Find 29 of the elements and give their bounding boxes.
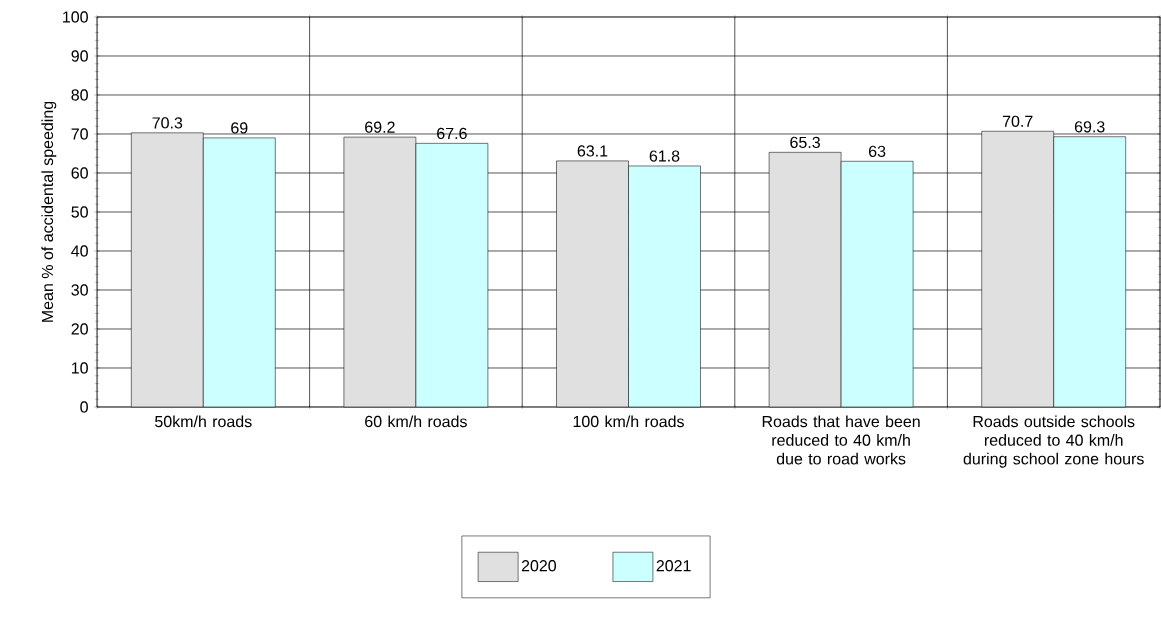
- legend-label: 2020: [521, 560, 557, 572]
- y-tick-label: 100: [63, 11, 88, 23]
- y-tick-label: 70: [71, 128, 88, 140]
- data-label: 69: [231, 122, 248, 134]
- data-label: 61.8: [649, 150, 680, 162]
- data-label: 69.3: [1074, 121, 1105, 133]
- y-tick-label: 0: [80, 401, 88, 413]
- x-tick-label: Roads that have been reduced to 40 km/h due to road works: [762, 415, 920, 465]
- data-label: 63: [869, 145, 886, 158]
- y-tick-label: 60: [71, 167, 88, 179]
- x-tick-label: 100 km/h roads: [573, 415, 684, 428]
- x-tick-label: 60 km/h roads: [365, 415, 467, 428]
- data-label: 69.2: [365, 121, 395, 133]
- data-label: 63.1: [577, 145, 608, 157]
- y-tick-label: 10: [71, 362, 88, 374]
- y-tick-label: 20: [71, 323, 88, 335]
- y-tick-label: 80: [71, 89, 88, 101]
- data-label: 70.7: [1002, 115, 1033, 127]
- y-tick-label: 30: [71, 284, 88, 296]
- data-label: 67.6: [437, 127, 467, 140]
- y-tick-label: 90: [71, 50, 88, 62]
- data-label: 70.3: [152, 117, 183, 129]
- y-tick-label: 40: [71, 245, 88, 257]
- data-label: 65.3: [790, 136, 820, 149]
- y-tick-label: 50: [71, 206, 88, 218]
- y-axis-title: Mean % of accidental speeding: [41, 101, 57, 322]
- x-tick-label: 50km/h roads: [155, 415, 252, 428]
- legend-label: 2021: [656, 560, 691, 572]
- x-tick-label: Roads outside schools reduced to 40 km/h during school zone hours: [963, 415, 1144, 468]
